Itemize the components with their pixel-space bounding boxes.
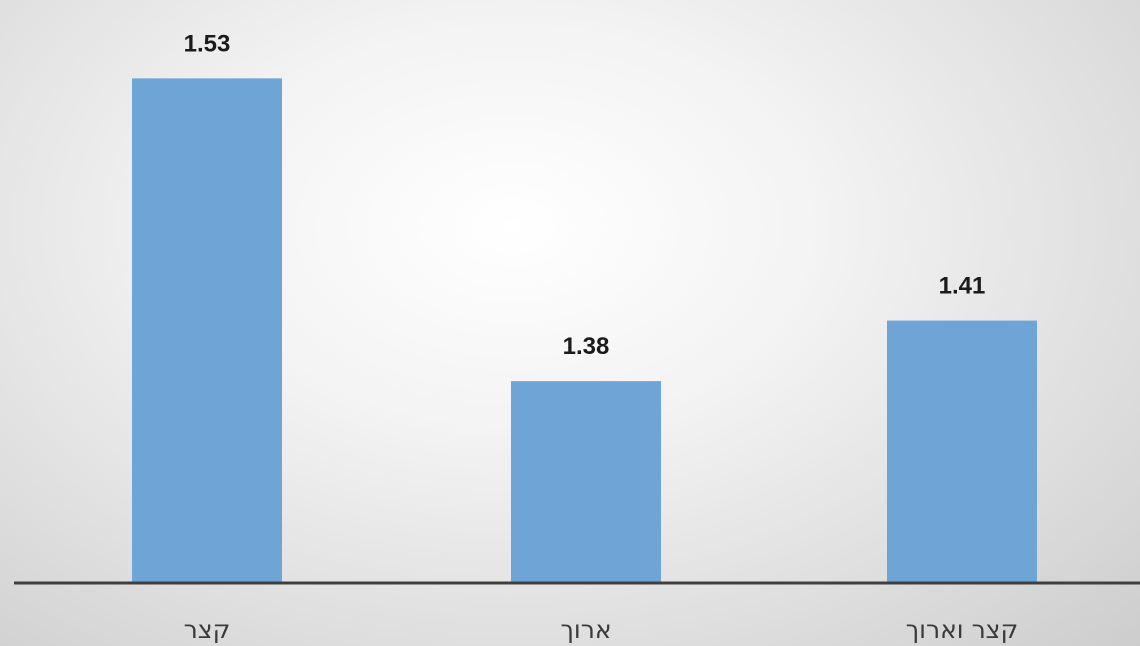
data-label-1: 1.53 [184,30,231,57]
data-label-3: 1.41 [939,273,986,300]
bar-3 [887,320,1037,583]
data-labels: 1.53 1.38 1.41 [184,30,986,360]
data-label-2: 1.38 [563,333,610,360]
bars [132,78,1037,584]
bar-1 [132,78,282,584]
bar-2 [511,381,661,583]
x-tick-label-1: קצר [184,615,231,644]
x-tick-label-2: ארוך [560,615,611,644]
x-tick-labels: קצר ארוך קצר וארוך [184,615,1019,644]
x-tick-label-3: קצר וארוך [906,615,1019,644]
